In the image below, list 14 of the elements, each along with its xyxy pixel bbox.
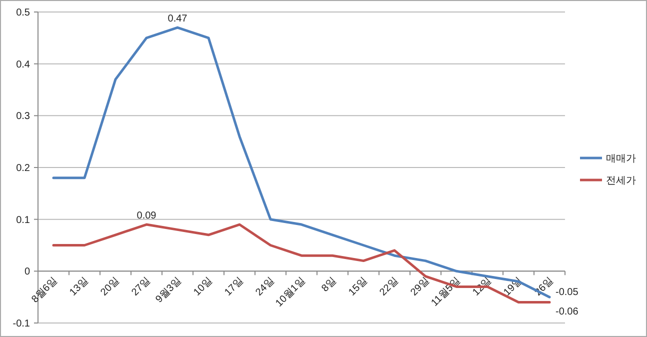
- data-label: -0.05: [556, 287, 579, 298]
- x-tick-label: 8일: [320, 276, 339, 294]
- legend-label: 전세가: [606, 176, 636, 186]
- y-tick-label: 0.4: [16, 59, 30, 70]
- y-tick-label: 0.1: [16, 214, 30, 226]
- data-label: 0.47: [168, 14, 188, 25]
- y-tick-label: -0.1: [12, 318, 30, 330]
- legend-label: 매매가: [606, 154, 636, 164]
- y-tick-label: 0.2: [16, 163, 30, 174]
- data-label: 0.09: [136, 210, 157, 222]
- data-label: -0.06: [556, 306, 579, 318]
- y-tick-label: 0: [24, 266, 30, 278]
- y-tick-label: 0.5: [16, 8, 30, 18]
- y-tick-label: 0.3: [16, 111, 30, 122]
